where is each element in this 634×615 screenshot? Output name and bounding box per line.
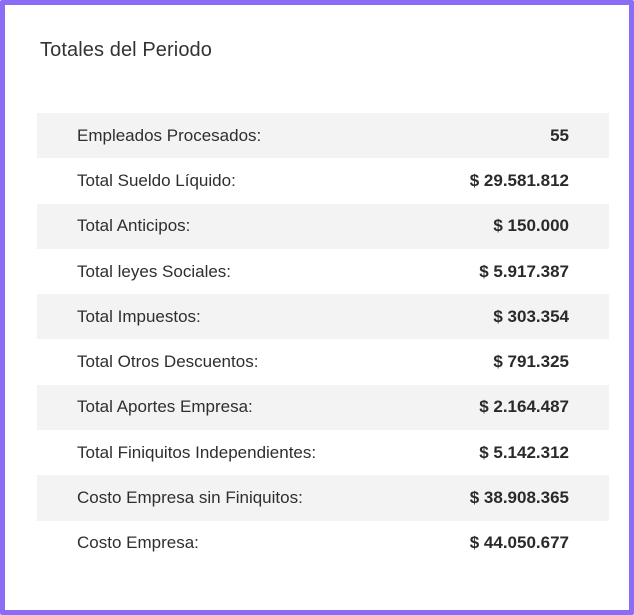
row-value: $ 29.581.812 [469,170,569,190]
row-value: $ 303.354 [493,306,569,326]
row-label: Total Otros Descuentos: [77,352,259,372]
row-label: Total Anticipos: [77,216,191,236]
totals-table: Empleados Procesados: 55 Total Sueldo Lí… [37,113,609,566]
row-label: Costo Empresa sin Finiquitos: [77,488,303,508]
totals-row-finiquitos-independientes: Total Finiquitos Independientes: $ 5.142… [37,430,609,475]
row-value: $ 150.000 [493,216,569,236]
row-value: 55 [550,125,569,145]
row-label: Total Sueldo Líquido: [77,170,236,190]
totals-row-aportes-empresa: Total Aportes Empresa: $ 2.164.487 [37,384,609,431]
totals-row-anticipos: Total Anticipos: $ 150.000 [37,203,609,249]
totals-row-otros-descuentos: Total Otros Descuentos: $ 791.325 [37,339,609,384]
row-value: $ 38.908.365 [469,488,569,508]
row-label: Total Aportes Empresa: [77,397,253,417]
row-label: Empleados Procesados: [77,125,262,145]
totals-row-leyes-sociales: Total leyes Sociales: $ 5.917.387 [37,249,609,294]
row-value: $ 5.142.312 [479,442,569,462]
totals-row-costo-sin-finiquitos: Costo Empresa sin Finiquitos: $ 38.908.3… [37,475,609,521]
row-value: $ 44.050.677 [469,533,569,553]
row-value: $ 791.325 [493,352,569,372]
row-value: $ 2.164.487 [479,397,569,417]
row-label: Total Finiquitos Independientes: [77,442,317,462]
row-value: $ 5.917.387 [479,261,569,281]
totals-row-empleados-procesados: Empleados Procesados: 55 [37,113,609,159]
totals-row-impuestos: Total Impuestos: $ 303.354 [37,294,609,340]
totals-row-costo-empresa: Costo Empresa: $ 44.050.677 [37,521,609,566]
row-label: Total leyes Sociales: [77,261,232,281]
card-title: Totales del Periodo [40,39,213,61]
row-label: Costo Empresa: [77,533,199,553]
totals-row-sueldo-liquido: Total Sueldo Líquido: $ 29.581.812 [37,158,609,203]
row-label: Total Impuestos: [77,306,201,326]
